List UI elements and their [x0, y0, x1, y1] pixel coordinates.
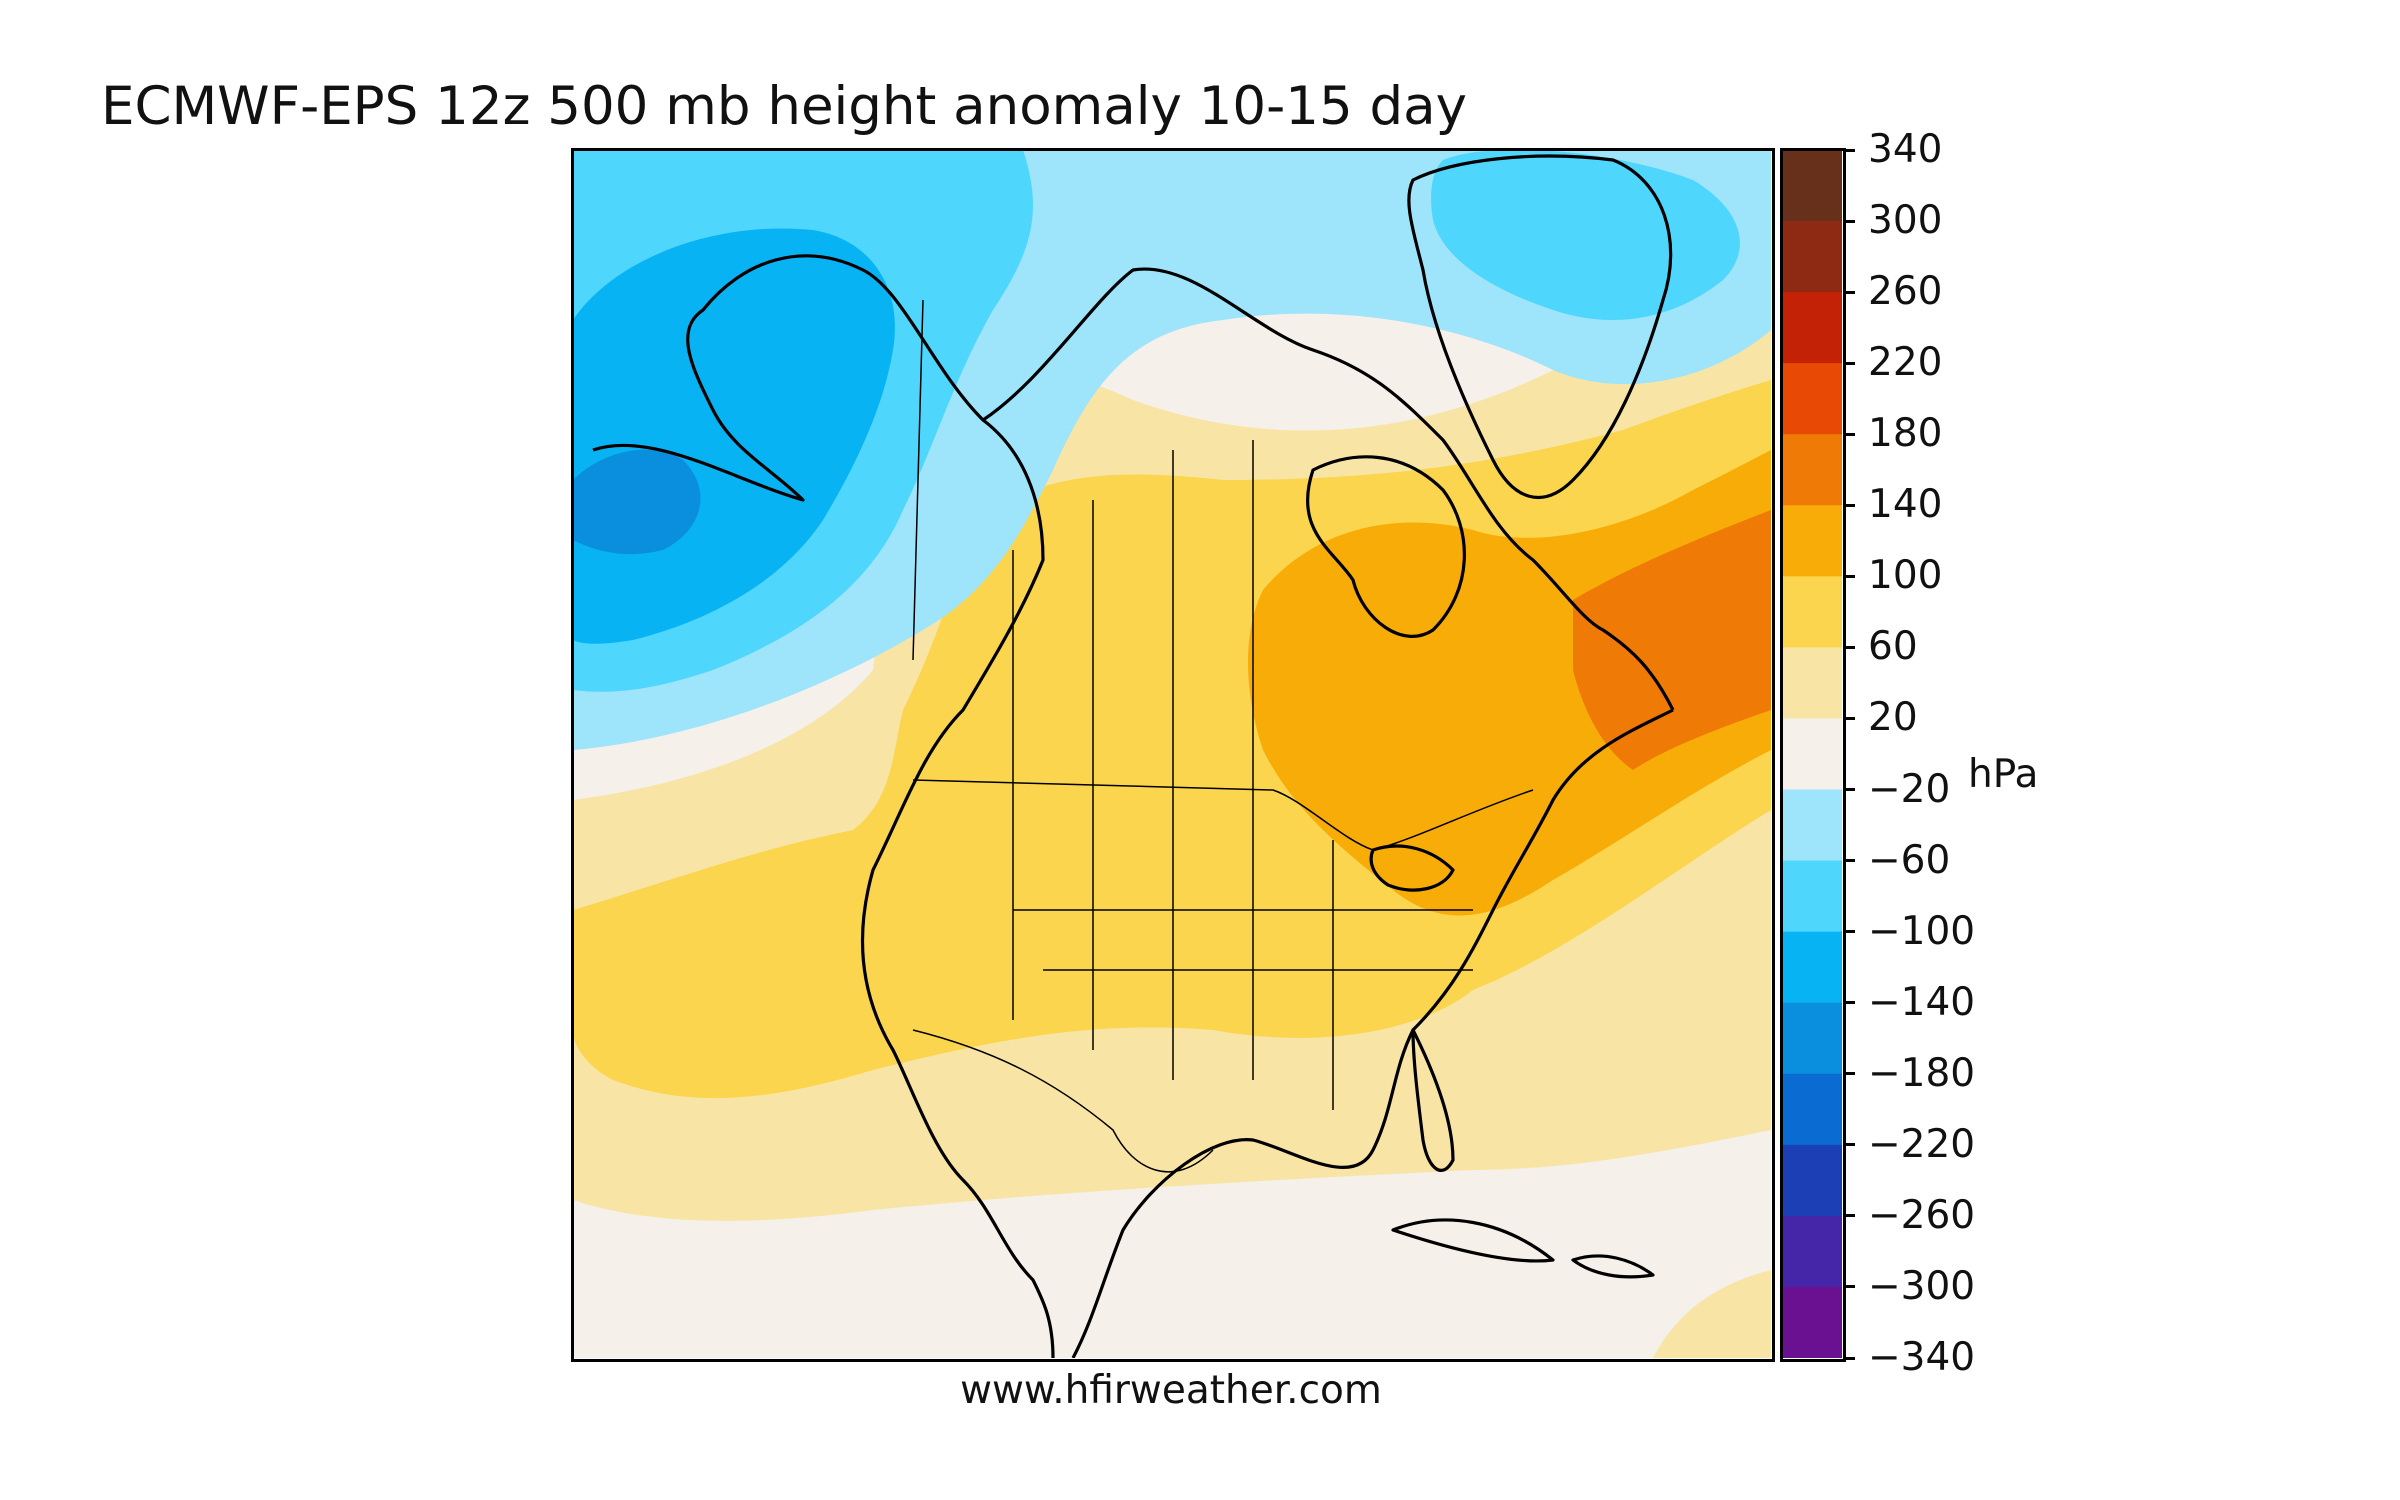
colorbar-band	[1782, 860, 1842, 933]
colorbar-tick-label: 100	[1868, 553, 1943, 599]
colorbar-tick	[1843, 859, 1855, 863]
colorbar-tick	[1843, 1356, 1855, 1360]
colorbar-tick-label: −60	[1868, 837, 1951, 883]
colorbar-band	[1782, 292, 1842, 364]
colorbar-band	[1782, 576, 1842, 649]
colorbar-tick	[1843, 788, 1855, 792]
colorbar-tick	[1843, 1072, 1855, 1076]
colorbar-band	[1782, 1286, 1842, 1359]
colorbar-tick	[1843, 930, 1855, 934]
colorbar-tick-label: 260	[1868, 269, 1943, 315]
coastline-east	[1071, 708, 1674, 1358]
colorbar-tick-label: −300	[1868, 1263, 1976, 1309]
border-canada-us	[912, 779, 1534, 851]
coastline-cuba	[1391, 1218, 1555, 1263]
colorbar-band	[1782, 1002, 1842, 1075]
colorbar-band	[1782, 505, 1842, 577]
colorbar-band	[1782, 1073, 1842, 1146]
colorbar-tick	[1843, 503, 1855, 507]
colorbar-tick-label: −140	[1868, 979, 1976, 1025]
chart-title: ECMWF-EPS 12z 500 mb height anomaly 10-1…	[100, 76, 1468, 137]
colorbar-tick	[1843, 1285, 1855, 1289]
colorbar-tick-label: 340	[1868, 127, 1943, 172]
colorbar-tick	[1843, 1214, 1855, 1218]
colorbar-band	[1782, 1215, 1842, 1288]
colorbar-tick-label: 20	[1868, 695, 1918, 741]
source-credit: www.hfirweather.com	[960, 1368, 1382, 1413]
anomaly-map	[573, 150, 1771, 1358]
coastline-florida	[1411, 1028, 1455, 1172]
colorbar-unit-label: hPa	[1968, 752, 2039, 797]
band-pos-south-pocket	[1653, 1270, 1771, 1358]
colorbar-band	[1782, 647, 1842, 720]
great-lakes	[1369, 844, 1455, 892]
colorbar-tick-label: 140	[1868, 482, 1943, 528]
colorbar-tick-label: −220	[1868, 1121, 1976, 1167]
coastline-arctic	[982, 267, 1675, 711]
colorbar	[1782, 150, 1842, 1359]
coastline-hudson-bay	[1306, 455, 1466, 638]
colorbar-band	[1782, 150, 1842, 222]
border-us-mexico	[912, 1029, 1214, 1173]
colorbar-tick	[1843, 1143, 1855, 1147]
province-lines	[1012, 440, 1254, 800]
coastline-hispaniola	[1571, 1254, 1655, 1279]
colorbar-tick	[1843, 716, 1855, 720]
band-pos-140-180	[1573, 510, 1771, 770]
colorbar-tick-label: −340	[1868, 1335, 1976, 1380]
colorbar-band	[1782, 718, 1842, 791]
colorbar-tick	[1843, 290, 1855, 294]
colorbar-tick-label: −260	[1868, 1192, 1976, 1238]
coastline-north-america	[592, 254, 1055, 1358]
colorbar-band	[1782, 363, 1842, 435]
colorbar-tick	[1843, 432, 1855, 436]
colorbar-band	[1782, 1144, 1842, 1217]
colorbar-tick-label: −100	[1868, 908, 1976, 954]
colorbar-tick	[1843, 645, 1855, 649]
colorbar-band	[1782, 789, 1842, 862]
band-neg-60-100-greenland	[1431, 150, 1740, 320]
colorbar-band	[1782, 434, 1842, 506]
colorbar-tick-label: 60	[1868, 624, 1918, 670]
colorbar-band	[1782, 221, 1842, 293]
border-alaska-canada	[912, 299, 924, 661]
state-lines	[1012, 790, 1473, 1110]
colorbar-band	[1782, 931, 1842, 1004]
colorbar-tick	[1843, 574, 1855, 578]
colorbar-tick-label: 300	[1868, 198, 1943, 244]
band-neg-60-100-north	[633, 150, 893, 201]
colorbar-tick	[1843, 148, 1855, 152]
colorbar-tick	[1843, 1001, 1855, 1005]
colorbar-tick-label: 180	[1868, 411, 1943, 457]
coastline-greenland	[1407, 154, 1673, 499]
colorbar-tick-label: −180	[1868, 1050, 1976, 1096]
colorbar-tick	[1843, 219, 1855, 223]
colorbar-tick	[1843, 361, 1855, 365]
colorbar-tick-label: 220	[1868, 340, 1943, 386]
colorbar-tick-label: −20	[1868, 766, 1951, 812]
band-neg-140-180	[573, 449, 701, 555]
